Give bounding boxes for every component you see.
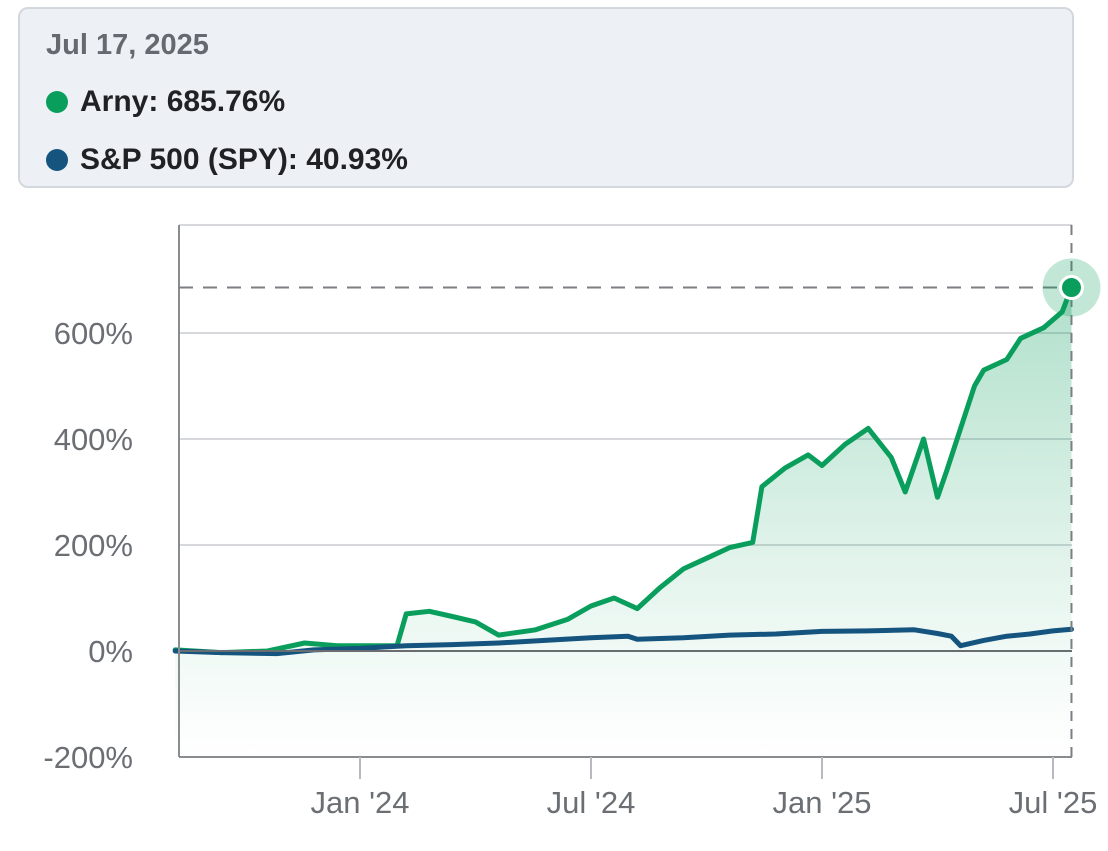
x-tick-label: Jan '24: [311, 785, 410, 820]
spy-series-value: 40.93%: [306, 143, 408, 176]
x-tick-label: Jul '24: [547, 785, 636, 820]
area-fill-0: [175, 287, 1072, 757]
x-tick-label: Jul '25: [1009, 785, 1098, 820]
hover-point: [1058, 275, 1084, 301]
chart-tooltip: Jul 17, 2025 Arny: 685.76% S&P 500 (SPY)…: [18, 7, 1074, 188]
spy-series-name: S&P 500 (SPY): [80, 143, 288, 176]
y-tick-label: 200%: [54, 528, 133, 563]
arny-series-value: 685.76%: [166, 85, 286, 118]
y-tick-label: 600%: [54, 316, 133, 351]
tooltip-series-spy: S&P 500 (SPY): 40.93%: [46, 143, 408, 177]
arny-legend-dot: [46, 91, 68, 113]
y-tick-label: -200%: [43, 740, 133, 775]
arny-line: [172, 285, 1074, 656]
y-tick-label: 0%: [88, 634, 133, 669]
spy-legend-dot: [46, 149, 68, 171]
x-tick-label: Jan '25: [773, 785, 872, 820]
arny-series-name: Arny: [80, 85, 149, 118]
tooltip-date: Jul 17, 2025: [46, 29, 209, 61]
spy-line: [172, 626, 1074, 657]
y-tick-label: 400%: [54, 422, 133, 457]
tooltip-series-arny: Arny: 685.76%: [46, 85, 285, 119]
